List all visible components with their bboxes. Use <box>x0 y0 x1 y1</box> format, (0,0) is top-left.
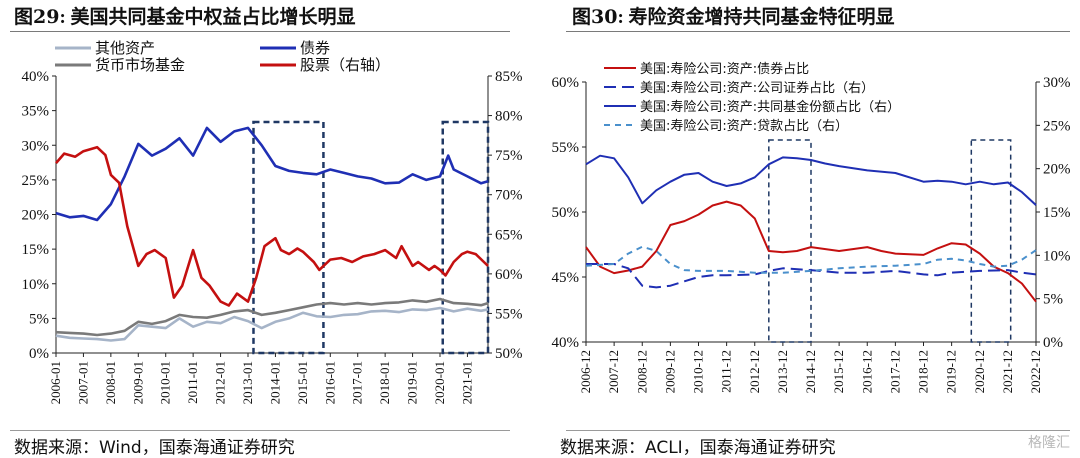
right-x-tick-label: 2014-12 <box>803 350 818 393</box>
right-title-text: 寿险资金增持共同基金特征明显 <box>628 6 895 28</box>
right-x-tick-label: 2013-12 <box>775 350 790 393</box>
right-legend-label-3: 美国:寿险公司:资产:共同基金份额占比（右） <box>640 99 900 115</box>
left-x-tick-label: 2007-01 <box>75 361 90 404</box>
left-y-right-tick-label: 75% <box>495 148 523 164</box>
left-y-left-tick-label: 25% <box>22 173 50 189</box>
left-legend-label-4: 股票（右轴） <box>300 56 390 74</box>
right-highlight-box-2 <box>970 139 1012 343</box>
left-title-rule <box>10 31 510 32</box>
right-chart-title: 图30: 寿险资金增持共同基金特征明显 <box>572 6 895 28</box>
left-y-right-tick-label: 85% <box>495 69 523 85</box>
right-x-tick-label: 2019-12 <box>944 350 959 393</box>
left-figure-label: 图29 <box>14 6 60 28</box>
left-series-line-1 <box>55 306 489 342</box>
right-y-left-tick-label: 60% <box>552 75 580 91</box>
left-x-tick-label: 2018-01 <box>377 361 392 404</box>
right-y-right-tick-label: 25% <box>1043 118 1071 134</box>
left-y-left-tick-label: 40% <box>22 69 50 85</box>
right-title-rule <box>566 31 1070 32</box>
right-y-right-tick-label: 15% <box>1043 205 1071 221</box>
left-x-tick-label: 2021-01 <box>459 361 474 404</box>
right-highlight-box-1 <box>768 139 812 343</box>
left-x-tick-label: 2014-01 <box>267 361 282 404</box>
left-x-tick-label: 2019-01 <box>405 361 420 404</box>
right-series-line-3 <box>585 154 1037 206</box>
left-y-left-tick-label: 30% <box>22 138 50 154</box>
right-x-tick-label: 2009-12 <box>662 350 677 393</box>
right-x-tick-label: 2011-12 <box>719 350 734 393</box>
left-series-line-3 <box>55 297 489 337</box>
left-y-right-tick-label: 60% <box>495 267 523 283</box>
left-source-note: 数据来源：Wind，国泰海通证券研究 <box>14 438 295 458</box>
left-x-tick-label: 2008-01 <box>103 361 118 404</box>
right-y-right-tick-label: 30% <box>1043 75 1071 91</box>
right-series-line-4 <box>585 245 1037 274</box>
right-x-tick-label: 2008-12 <box>634 350 649 393</box>
right-x-tick-label: 2007-12 <box>606 350 621 393</box>
left-x-tick-label: 2015-01 <box>295 361 310 404</box>
right-y-right-tick-label: 10% <box>1043 248 1071 264</box>
left-x-tick-label: 2012-01 <box>213 361 228 404</box>
right-x-tick-label: 2021-12 <box>1000 350 1015 393</box>
right-y-right-tick-label: 0% <box>1043 335 1063 351</box>
left-y-right-tick-label: 55% <box>495 306 523 322</box>
left-x-tick-label: 2020-01 <box>432 361 447 404</box>
left-x-tick-label: 2013-01 <box>240 361 255 404</box>
left-x-tick-label: 2011-01 <box>185 361 200 404</box>
right-x-tick-label: 2010-12 <box>691 350 706 393</box>
right-source-rule <box>566 430 1070 431</box>
right-y-right-tick-label: 20% <box>1043 162 1071 178</box>
left-y-left-tick-label: 0% <box>29 346 49 362</box>
right-x-tick-label: 2018-12 <box>916 350 931 393</box>
left-x-tick-label: 2006-01 <box>48 361 63 404</box>
left-source-rule <box>10 430 510 431</box>
left-x-tick-label: 2009-01 <box>130 361 145 404</box>
left-y-right-tick-label: 65% <box>495 227 523 243</box>
right-source-note: 数据来源：ACLI，国泰海通证券研究 <box>560 438 836 458</box>
left-y-right-tick-label: 50% <box>495 346 523 362</box>
right-legend-label-2: 美国:寿险公司:资产:公司证券占比（右） <box>640 80 874 96</box>
right-legend-label-1: 美国:寿险公司:资产:债券占比 <box>640 61 809 77</box>
left-x-tick-label: 2017-01 <box>350 361 365 404</box>
right-y-left-tick-label: 55% <box>552 140 580 156</box>
left-legend-label-1: 其他资产 <box>95 39 155 57</box>
left-series-line-2 <box>55 126 489 222</box>
right-figure-label: 图30 <box>572 6 618 28</box>
left-chart-title: 图29: 美国共同基金中权益占比增长明显 <box>14 6 356 28</box>
right-x-tick-label: 2020-12 <box>972 350 987 393</box>
right-x-tick-label: 2006-12 <box>578 350 593 393</box>
left-y-left-tick-label: 35% <box>22 104 50 120</box>
right-y-left-tick-label: 50% <box>552 205 580 221</box>
left-highlight-box-1 <box>252 120 325 355</box>
left-y-left-tick-label: 10% <box>22 277 50 293</box>
right-legend-label-4: 美国:寿险公司:资产:贷款占比（右） <box>640 119 848 134</box>
right-y-left-tick-label: 40% <box>552 335 580 351</box>
left-y-left-tick-label: 5% <box>29 311 49 327</box>
left-series-line-4 <box>55 145 489 307</box>
right-series-line-1 <box>585 200 1037 303</box>
left-title-text: 美国共同基金中权益占比增长明显 <box>70 6 356 28</box>
left-x-tick-label: 2010-01 <box>158 361 173 404</box>
left-y-right-tick-label: 70% <box>495 188 523 204</box>
left-y-right-tick-label: 80% <box>495 109 523 125</box>
right-series-line-2 <box>586 263 1037 289</box>
left-y-left-tick-label: 20% <box>22 208 50 224</box>
right-x-tick-label: 2016-12 <box>859 350 874 393</box>
left-highlight-box-2 <box>441 120 490 355</box>
right-x-tick-label: 2017-12 <box>887 350 902 393</box>
right-x-tick-label: 2012-12 <box>747 350 762 393</box>
watermark-logo: 格隆汇 <box>1028 435 1070 451</box>
left-legend-label-3: 货币市场基金 <box>95 56 185 74</box>
left-x-tick-label: 2016-01 <box>322 361 337 404</box>
right-x-tick-label: 2015-12 <box>831 350 846 393</box>
left-legend-label-2: 债券 <box>300 39 330 57</box>
right-y-left-tick-label: 45% <box>552 270 580 286</box>
left-y-left-tick-label: 15% <box>22 242 50 258</box>
right-x-tick-label: 2022-12 <box>1028 350 1043 393</box>
right-y-right-tick-label: 5% <box>1043 292 1063 308</box>
